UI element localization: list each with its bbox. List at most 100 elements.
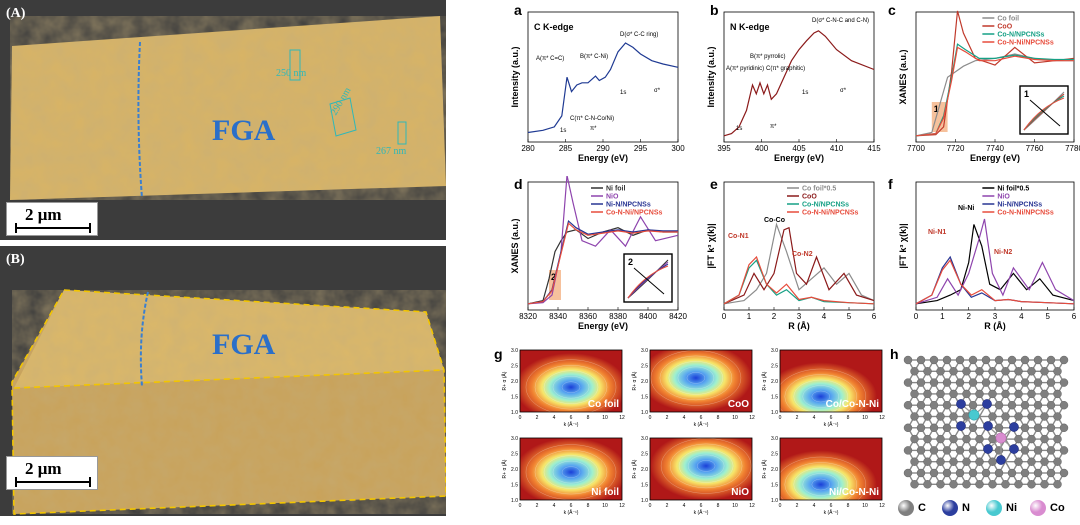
x-tick-label: 4 (1019, 312, 1024, 321)
carbon-atom (923, 480, 932, 489)
wavelet-x-tick: 6 (570, 503, 573, 509)
wavelet-x-tick: 10 (732, 415, 738, 421)
legend-entry: Co-N-Ni/NPCNSs (997, 210, 1053, 217)
annotation: 1s (560, 128, 566, 134)
wavelet-x-tick: 10 (862, 415, 868, 421)
x-tick-label: 6 (1072, 312, 1077, 321)
carbon-atom (949, 434, 958, 444)
wavelet-frame (649, 437, 753, 501)
wavelet-heatmap (650, 350, 752, 412)
wavelet-x-tick: 10 (602, 415, 608, 421)
x-tick-label: 8400 (639, 312, 657, 321)
carbon-atom (1007, 468, 1017, 478)
wavelet-y-tick: 2.0 (771, 379, 778, 385)
series-line (723, 222, 875, 305)
carbon-atom (962, 480, 971, 489)
legend-entry: Co foil (997, 16, 1019, 23)
wavelet-x-tick: 12 (749, 503, 755, 509)
legend-entry: Co-N-Ni/NPCNSs (606, 210, 662, 217)
wavelet-contour (552, 460, 590, 484)
nitrogen-atom (956, 421, 966, 431)
plot-frame (527, 181, 679, 311)
wavelet-panel-name: Co/Co-N-Ni (826, 399, 880, 410)
carbon-atom (923, 367, 932, 376)
x-tick-label: 285 (559, 144, 573, 153)
wavelet-x-tick: 12 (619, 415, 625, 421)
carbon-atom (1040, 457, 1049, 466)
x-axis-label: Energy (eV) (578, 153, 628, 163)
series-line (915, 224, 1075, 305)
legend-item: C (898, 500, 926, 516)
wavelet-contour (775, 368, 867, 425)
wavelet-x-tick: 4 (813, 415, 816, 421)
wavelet-panel: 0 2 4 6 8 10 12 1.0 1.5 2.0 2.5 3.0 k (Å⁻¹) R+ α (Å) C… (630, 346, 758, 432)
wavelet-frame (519, 349, 623, 413)
carbon-atom (1053, 389, 1062, 399)
carbon-atom (1007, 355, 1017, 365)
carbon-atom (929, 423, 939, 433)
series-line (915, 218, 1075, 305)
wavelet-panel: 0 2 4 6 8 10 12 1.0 1.5 2.0 2.5 3.0 k (Å⁻¹) R+ α (Å) N… (760, 434, 888, 520)
structure-legend: C N Ni Co (898, 498, 1078, 520)
y-axis-label: XANES (a.u.) (510, 218, 520, 273)
carbon-atom (994, 468, 1004, 478)
carbon-atom (968, 355, 978, 365)
carbon-atom (1046, 423, 1056, 433)
x-tick-label: 400 (755, 144, 769, 153)
chart-b: b 395 400 405 410 415 Energy (eV) Intensity (a… (690, 0, 884, 176)
series-line (527, 42, 679, 134)
cobalt-atom (995, 432, 1007, 444)
carbon-atom (903, 446, 913, 455)
carbon-atom (916, 378, 926, 387)
legend-entry: NiO (997, 194, 1010, 201)
wavelet-contour (784, 374, 858, 419)
carbon-atom (1053, 412, 1062, 421)
wavelet-contour (561, 381, 581, 393)
carbon-atom (1014, 457, 1023, 466)
wavelet-panel: 0 2 4 6 8 10 12 1.0 1.5 2.0 2.5 3.0 k (Å⁻¹) R+ α (Å) N… (500, 434, 628, 520)
wavelet-y-tick: 2.5 (511, 452, 518, 458)
carbon-atom (936, 389, 945, 399)
legend-atom-label: N (962, 502, 970, 514)
wavelet-y-tick: 3.0 (511, 436, 518, 442)
carbon-atom (936, 412, 945, 421)
carbon-atom (955, 468, 965, 478)
carbon-atom (1046, 355, 1056, 365)
wavelet-y-label: R+ α (Å) (761, 371, 768, 390)
annotation: Co-N2 (792, 251, 813, 258)
wavelet-y-tick: 1.5 (511, 395, 518, 401)
x-tick-label: 5 (1045, 312, 1050, 321)
x-tick-label: 1 (940, 312, 945, 321)
wavelet-x-label: k (Å⁻¹) (694, 421, 709, 428)
carbon-atom (942, 401, 952, 410)
chart-title: C K-edge (534, 22, 574, 32)
annotation: A(π* pyridinic) (726, 66, 764, 72)
carbon-atom (955, 378, 965, 387)
carbon-atom (942, 355, 952, 365)
annotation: B(π* pyrrolic) (750, 54, 785, 60)
chart-f: f 0 1 2 3 4 5 6 R (Å) |FT k³ χ(k)| Ni foil*0.5 NiO… (886, 176, 1080, 346)
scale-bar-a: 2 μm (6, 202, 98, 236)
carbon-atom (910, 434, 919, 444)
carbon-atom (923, 457, 932, 466)
wavelet-x-tick: 4 (683, 503, 686, 509)
x-tick-label: 395 (717, 144, 731, 153)
x-tick-label: 1 (747, 312, 752, 321)
annotation: π* (590, 126, 597, 132)
annotation: B(π* C-Ni) (580, 54, 608, 60)
wavelet-y-tick: 2.0 (511, 467, 518, 473)
carbon-atom (994, 423, 1004, 433)
annotation: C(π* C-N-Co/Ni) (570, 116, 614, 122)
fga-title-a: FGA (212, 114, 276, 147)
highlight-label: 2 (551, 272, 556, 282)
plot-frame (915, 181, 1075, 311)
wavelet-panel-name: Ni foil (591, 487, 619, 498)
wavelet-contour (811, 478, 831, 491)
wavelet-contour (811, 390, 831, 403)
carbon-atom (955, 355, 965, 365)
wavelet-x-tick: 8 (847, 415, 850, 421)
chart-title: N K-edge (730, 22, 770, 32)
wavelet-svg: 0 2 4 6 8 10 12 1.0 1.5 2.0 2.5 3.0 k (Å⁻¹) R+ α (Å) N… (631, 436, 755, 516)
wavelet-contour (775, 456, 867, 513)
carbon-atom (1059, 378, 1069, 387)
